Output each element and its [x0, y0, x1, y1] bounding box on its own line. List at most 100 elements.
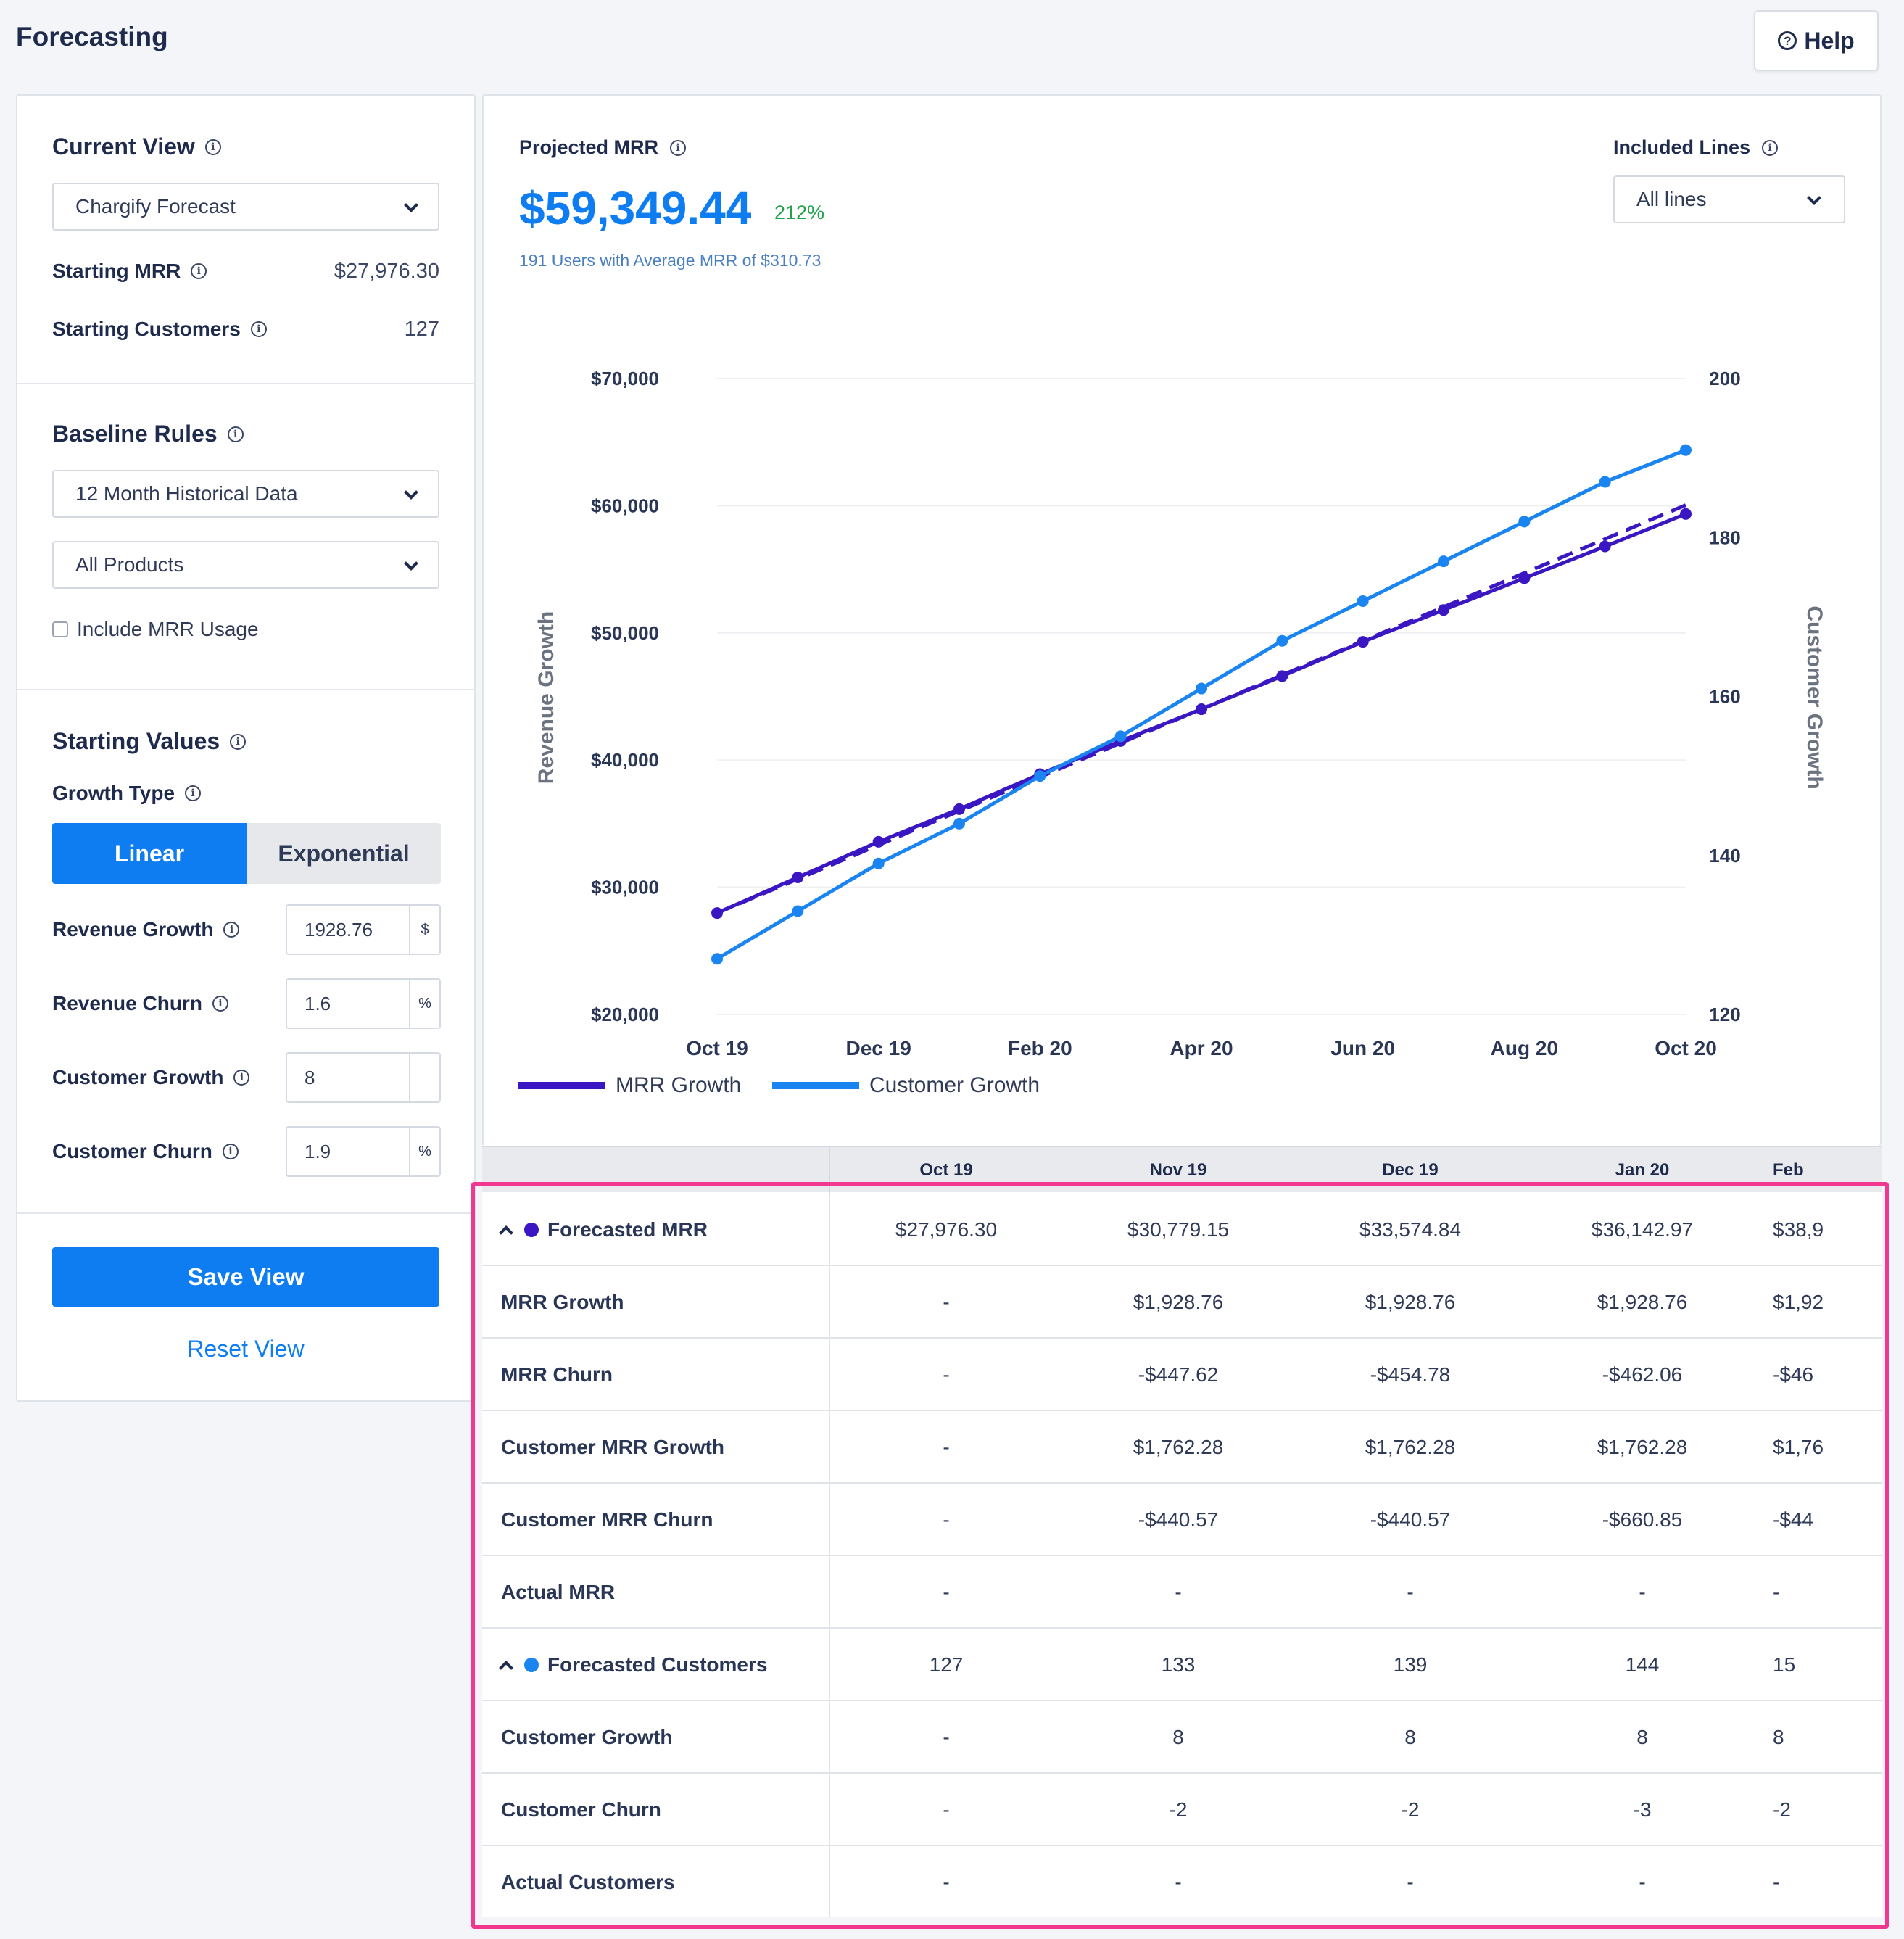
legend-customer-growth[interactable]: Customer Growth	[772, 1073, 1040, 1098]
table-cell: $1,762.28	[1597, 1436, 1688, 1458]
table-cell: -	[943, 1798, 950, 1821]
revenue-churn-value[interactable]: 1.6	[305, 992, 331, 1014]
info-icon[interactable]: i	[185, 785, 202, 801]
exponential-option[interactable]: Exponential	[247, 823, 441, 884]
table-cell: -	[943, 1871, 950, 1893]
baseline-rules-title: Baseline Rules i	[52, 421, 244, 447]
collapse-chevron-icon[interactable]	[499, 1661, 513, 1675]
table-row: Customer Growth - 8 8 8 8	[482, 1701, 1882, 1774]
table-cell: $36,142.97	[1591, 1218, 1694, 1241]
revenue-growth-unit: $	[409, 906, 439, 954]
legend-customer-label: Customer Growth	[869, 1073, 1040, 1097]
row-label-text: Customer MRR Churn	[501, 1508, 713, 1531]
products-select[interactable]: All Products	[52, 541, 439, 589]
y-left-tick-label: $60,000	[591, 495, 659, 516]
y-left-tick-label: $70,000	[591, 368, 659, 389]
y-left-tick-label: $20,000	[591, 1004, 659, 1025]
table-cell: $38,9	[1773, 1218, 1824, 1241]
table-row[interactable]: Forecasted MRR $27,976.30 $30,779.15 $33,57…	[482, 1194, 1882, 1266]
revenue-churn-input[interactable]: 1.6 %	[286, 978, 441, 1029]
y-right-tick-label: 140	[1709, 845, 1740, 867]
data-point	[1276, 670, 1288, 682]
table-cell: $30,779.15	[1127, 1218, 1230, 1241]
y-right-tick-label: 160	[1709, 686, 1740, 708]
include-usage-checkbox[interactable]	[52, 621, 68, 637]
table-cell: -$440.57	[1138, 1508, 1219, 1531]
revenue-churn-unit: %	[409, 980, 439, 1028]
customer-churn-value[interactable]: 1.9	[305, 1140, 331, 1162]
table-cell: 139	[1393, 1653, 1428, 1676]
table-cell: -2	[1401, 1798, 1420, 1821]
revenue-growth-label: Revenue Growth i	[52, 918, 240, 941]
save-view-button[interactable]: Save View	[52, 1247, 439, 1307]
row-label: Customer MRR Growth	[482, 1411, 830, 1484]
table-cell: -$44	[1773, 1508, 1814, 1531]
revenue-churn-label-text: Revenue Churn	[52, 992, 202, 1014]
info-icon[interactable]: i	[191, 263, 207, 279]
info-icon[interactable]: i	[233, 1070, 250, 1086]
projected-mrr-label: Projected MRR i	[519, 136, 687, 159]
table-cell: 127	[929, 1653, 964, 1676]
info-icon[interactable]: i	[223, 922, 240, 938]
starting-customers-label-text: Starting Customers	[52, 318, 241, 340]
customer-growth-input[interactable]: 8	[286, 1052, 441, 1103]
table-cell: -$454.78	[1370, 1363, 1451, 1386]
row-label-text: Customer Growth	[501, 1726, 673, 1748]
collapse-chevron-icon[interactable]	[499, 1225, 513, 1240]
table-row: Customer Churn - -2 -2 -3 -2	[482, 1774, 1882, 1846]
data-point	[1680, 508, 1692, 520]
legend-mrr-label: MRR Growth	[616, 1073, 742, 1097]
revenue-growth-value[interactable]: 1928.76	[305, 918, 373, 940]
info-icon[interactable]: i	[230, 733, 247, 750]
data-point	[1034, 770, 1046, 782]
column-header: Feb	[1773, 1160, 1804, 1180]
data-point	[1438, 555, 1449, 568]
customer-churn-input[interactable]: 1.9 %	[286, 1126, 441, 1177]
row-label: MRR Churn	[482, 1339, 830, 1411]
table-row: Actual Customers - - - - -	[482, 1846, 1882, 1917]
linear-option[interactable]: Linear	[52, 823, 247, 884]
starting-values-title: Starting Values i	[52, 728, 247, 755]
row-label: Actual Customers	[482, 1846, 830, 1917]
chevron-down-icon	[404, 556, 418, 571]
include-usage-row[interactable]: Include MRR Usage	[52, 618, 259, 641]
revenue-growth-input[interactable]: 1928.76 $	[286, 904, 441, 955]
row-label-text: Forecasted MRR	[547, 1218, 708, 1241]
table-header: Oct 19 Nov 19 Dec 19 Jan 20 Feb	[482, 1146, 1882, 1194]
reset-view-link[interactable]: Reset View	[187, 1336, 305, 1362]
info-icon[interactable]: i	[250, 321, 267, 337]
customer-growth-value[interactable]: 8	[305, 1066, 315, 1088]
current-view-select[interactable]: Chargify Forecast	[52, 183, 439, 231]
table-cell: -	[1639, 1871, 1646, 1893]
data-point	[1599, 476, 1611, 488]
info-icon[interactable]: i	[670, 139, 687, 156]
included-lines-label-text: Included Lines	[1613, 136, 1751, 158]
table-cell: 8	[1636, 1726, 1648, 1748]
history-select[interactable]: 12 Month Historical Data	[52, 470, 439, 518]
customer-growth-label-text: Customer Growth	[52, 1066, 224, 1088]
customer-churn-label-text: Customer Churn	[52, 1140, 212, 1162]
baseline-rules-title-text: Baseline Rules	[52, 421, 218, 447]
included-lines-select[interactable]: All lines	[1613, 175, 1845, 223]
info-icon[interactable]: i	[1762, 139, 1779, 156]
info-icon[interactable]: i	[227, 426, 244, 442]
info-icon[interactable]: i	[222, 1144, 239, 1159]
table-cell: -$660.85	[1602, 1508, 1683, 1531]
legend-mrr-growth[interactable]: MRR Growth	[518, 1073, 741, 1098]
row-label: Forecasted MRR	[482, 1194, 830, 1266]
projected-mrr-value: $59,349.44	[519, 182, 752, 234]
table-cell: $1,928.76	[1597, 1291, 1688, 1313]
data-point	[1196, 703, 1207, 716]
row-label: Customer Growth	[482, 1701, 830, 1774]
customer-churn-unit: %	[409, 1128, 439, 1175]
table-row: MRR Churn - -$447.62 -$454.78 -$462.06 -$46	[482, 1339, 1882, 1411]
divider	[17, 689, 474, 690]
row-label-text: Forecasted Customers	[547, 1653, 768, 1676]
info-icon[interactable]: i	[204, 138, 221, 155]
table-row[interactable]: Forecasted Customers 127 133 139 144 15	[482, 1629, 1882, 1701]
row-label-text: MRR Churn	[501, 1363, 613, 1386]
divider	[17, 1212, 474, 1214]
info-icon[interactable]: i	[212, 996, 228, 1012]
help-button[interactable]: ? Help	[1754, 10, 1879, 71]
x-tick-label: Dec 19	[846, 1037, 911, 1059]
